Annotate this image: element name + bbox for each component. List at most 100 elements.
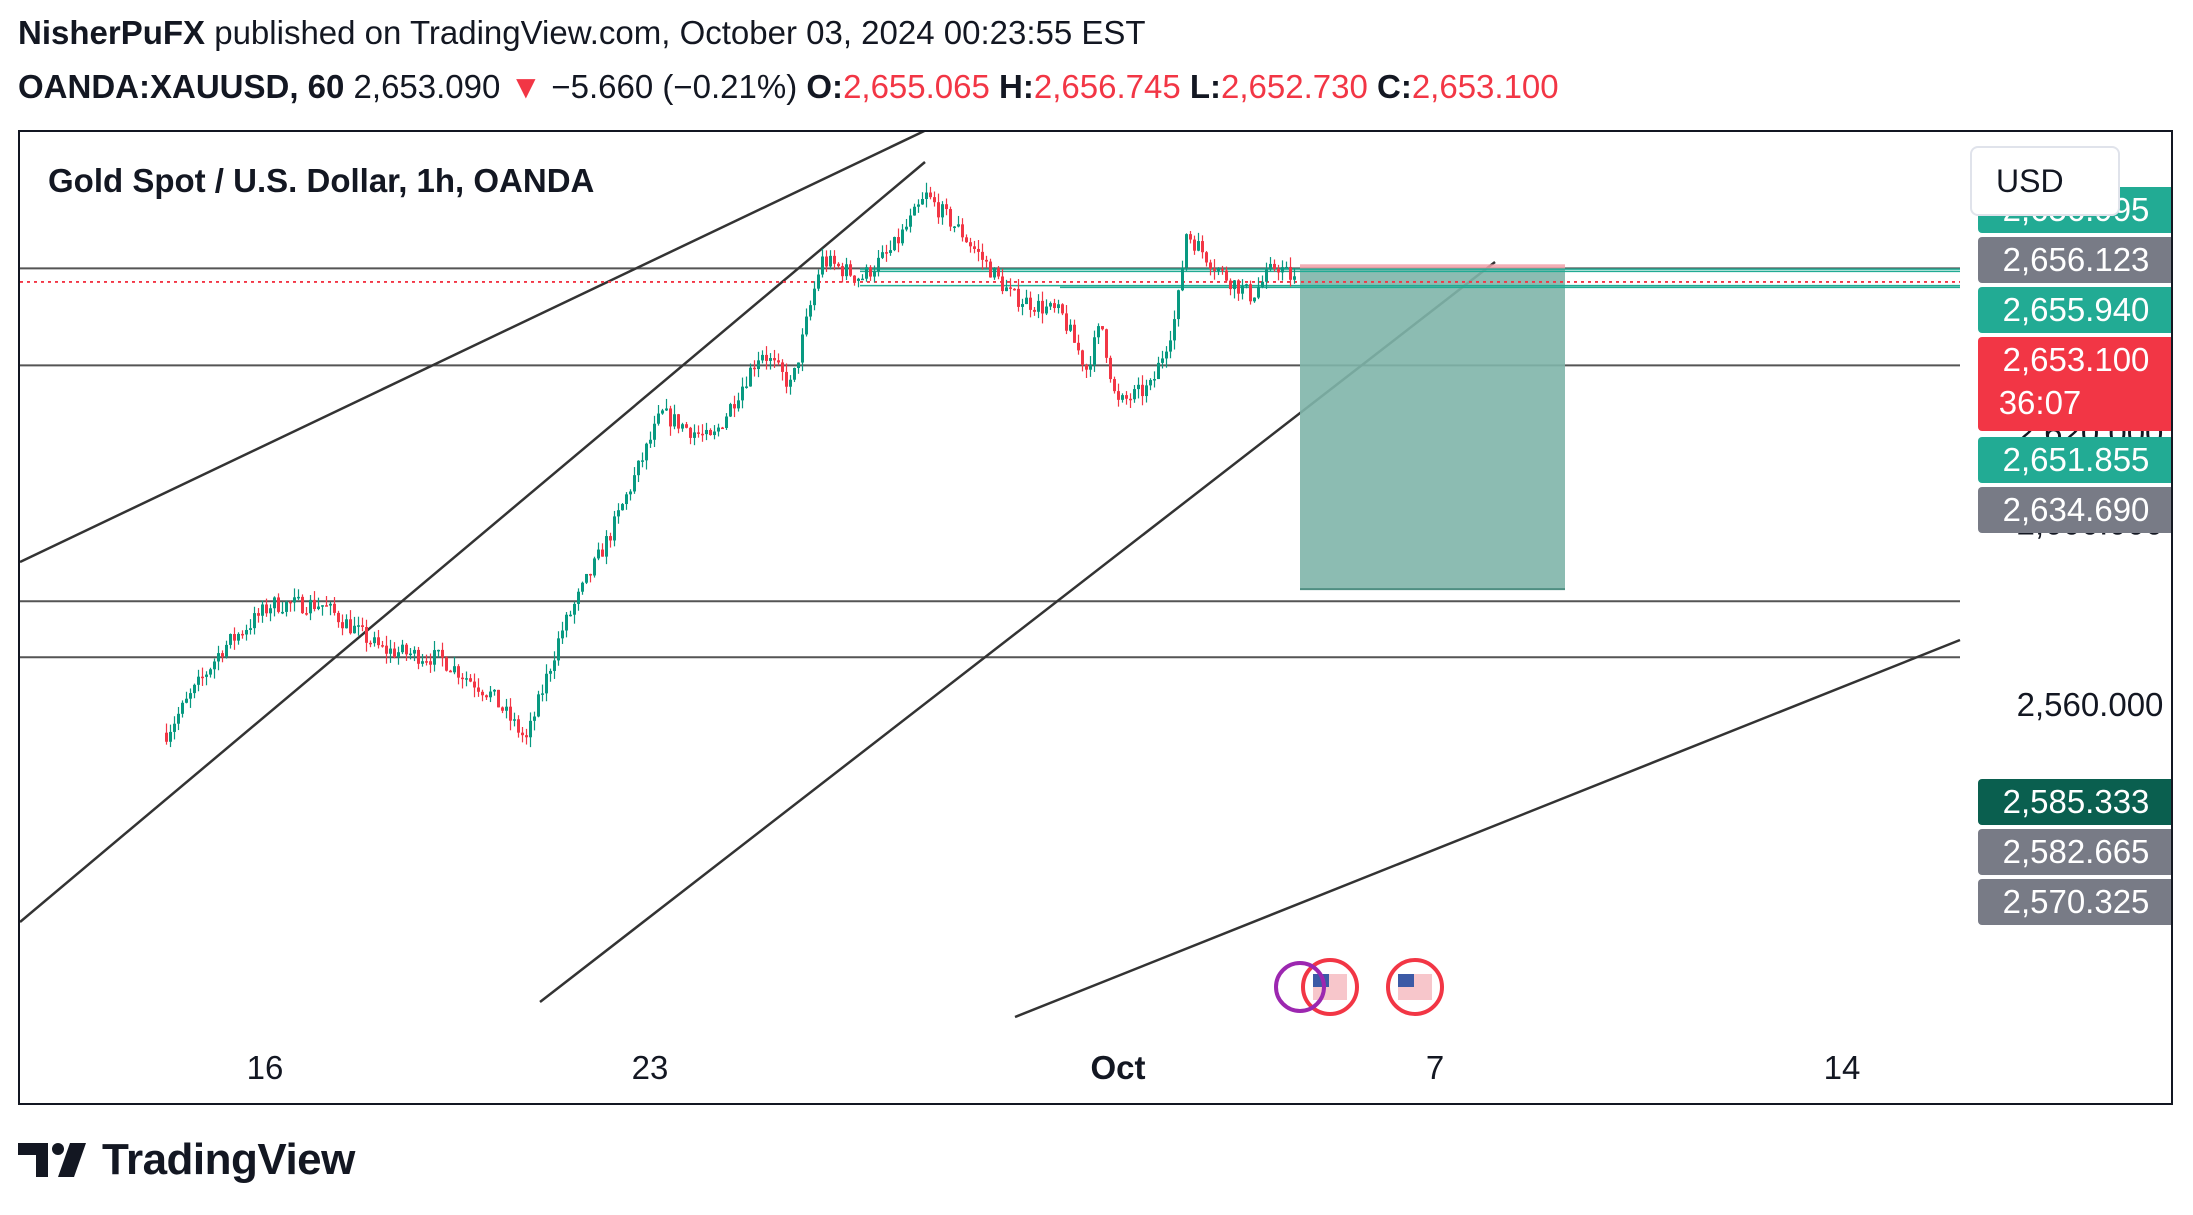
candle-body	[793, 368, 796, 380]
tradingview-brand[interactable]: TradingView	[18, 1135, 355, 1185]
candle-body	[969, 242, 972, 247]
candle-body	[1293, 276, 1296, 280]
chart-canvas[interactable]: 2,620.0002,600.0002,560.0001623Oct7142,6…	[20, 132, 2173, 1105]
candle-body	[901, 229, 904, 244]
symbol-name: OANDA:XAUUSD, 60	[18, 68, 345, 105]
candle-body	[973, 246, 976, 249]
candle-body	[849, 264, 852, 276]
candle-body	[201, 676, 204, 679]
candle-body	[1145, 385, 1148, 397]
candle-body	[389, 648, 392, 654]
candle-body	[717, 427, 720, 432]
candle-body	[869, 267, 872, 277]
candle-body	[725, 416, 728, 428]
candle-body	[1181, 267, 1184, 291]
candle-body	[325, 605, 328, 607]
candle-body	[465, 678, 468, 680]
candle-body	[429, 661, 432, 665]
candle-body	[221, 653, 224, 657]
candle-body	[173, 723, 176, 732]
candle-body	[613, 516, 616, 541]
candle-body	[1045, 306, 1048, 314]
candle-body	[1221, 268, 1224, 271]
candle-body	[237, 633, 240, 641]
high-label: H:	[999, 68, 1034, 105]
candle-body	[897, 237, 900, 244]
candle-body	[401, 644, 404, 653]
currency-button[interactable]: USD	[1970, 146, 2120, 216]
candle-body	[205, 674, 208, 677]
candle-body	[553, 660, 556, 671]
candle-body	[413, 649, 416, 654]
candle-body	[169, 731, 172, 742]
candle-body	[333, 603, 336, 613]
candle-body	[581, 582, 584, 592]
candle-body	[693, 432, 696, 438]
candle-body	[713, 431, 716, 436]
candle-body	[1141, 384, 1144, 397]
candle-body	[709, 429, 712, 436]
candle-body	[529, 720, 532, 738]
candle-body	[481, 691, 484, 696]
candle-body	[649, 439, 652, 444]
candle-body	[621, 504, 624, 511]
candle-body	[181, 702, 184, 714]
candle-body	[1117, 391, 1120, 400]
candle-body	[269, 608, 272, 614]
candle-body	[745, 386, 748, 388]
candle-body	[789, 379, 792, 387]
candle-body	[957, 224, 960, 227]
candle-body	[445, 657, 448, 671]
candle-body	[449, 670, 452, 673]
candle-body	[213, 661, 216, 670]
candle-body	[321, 605, 324, 607]
x-tick-label: 16	[247, 1049, 284, 1086]
candle-body	[953, 226, 956, 229]
candle-body	[1065, 313, 1068, 331]
candles-group	[165, 182, 1296, 748]
candle-body	[981, 251, 984, 260]
candle-body	[837, 263, 840, 267]
candle-body	[617, 510, 620, 517]
candle-body	[1097, 326, 1100, 338]
price-label-text: 2,653.100	[2003, 341, 2150, 378]
candle-body	[433, 650, 436, 665]
candle-body	[1069, 324, 1072, 331]
price-label-text: 2,634.690	[2003, 491, 2150, 528]
candle-body	[1081, 350, 1084, 366]
candle-body	[361, 625, 364, 628]
candle-body	[473, 681, 476, 688]
candle-body	[1229, 280, 1232, 290]
candle-body	[1125, 395, 1128, 399]
candle-body	[249, 628, 252, 630]
candle-body	[1133, 389, 1136, 400]
candle-body	[853, 275, 856, 281]
candle-body	[1001, 276, 1004, 292]
candle-body	[1261, 281, 1264, 287]
candle-body	[929, 192, 932, 198]
candle-body	[425, 661, 428, 663]
candle-body	[1201, 241, 1204, 253]
down-arrow-icon: ▼	[509, 68, 543, 105]
candle-body	[409, 653, 412, 656]
chart-frame[interactable]: 2,620.0002,600.0002,560.0001623Oct7142,6…	[18, 130, 2173, 1105]
candle-body	[289, 601, 292, 604]
candle-body	[573, 603, 576, 615]
candle-body	[669, 408, 672, 427]
candle-body	[593, 558, 596, 576]
y-tick-label: 2,560.000	[2017, 686, 2164, 723]
candle-body	[809, 305, 812, 317]
flag-canton	[1398, 974, 1414, 987]
price-label-box	[1978, 829, 2171, 875]
candle-body	[365, 627, 368, 643]
candle-body	[437, 649, 440, 652]
candle-body	[1189, 234, 1192, 240]
candle-body	[845, 264, 848, 277]
candle-body	[305, 613, 308, 615]
take-profit-zone	[1300, 269, 1565, 590]
candle-body	[737, 400, 740, 409]
candle-body	[1041, 300, 1044, 314]
candle-body	[541, 693, 544, 695]
tradingview-logo-icon	[18, 1143, 86, 1177]
close-label: C:	[1377, 68, 1412, 105]
